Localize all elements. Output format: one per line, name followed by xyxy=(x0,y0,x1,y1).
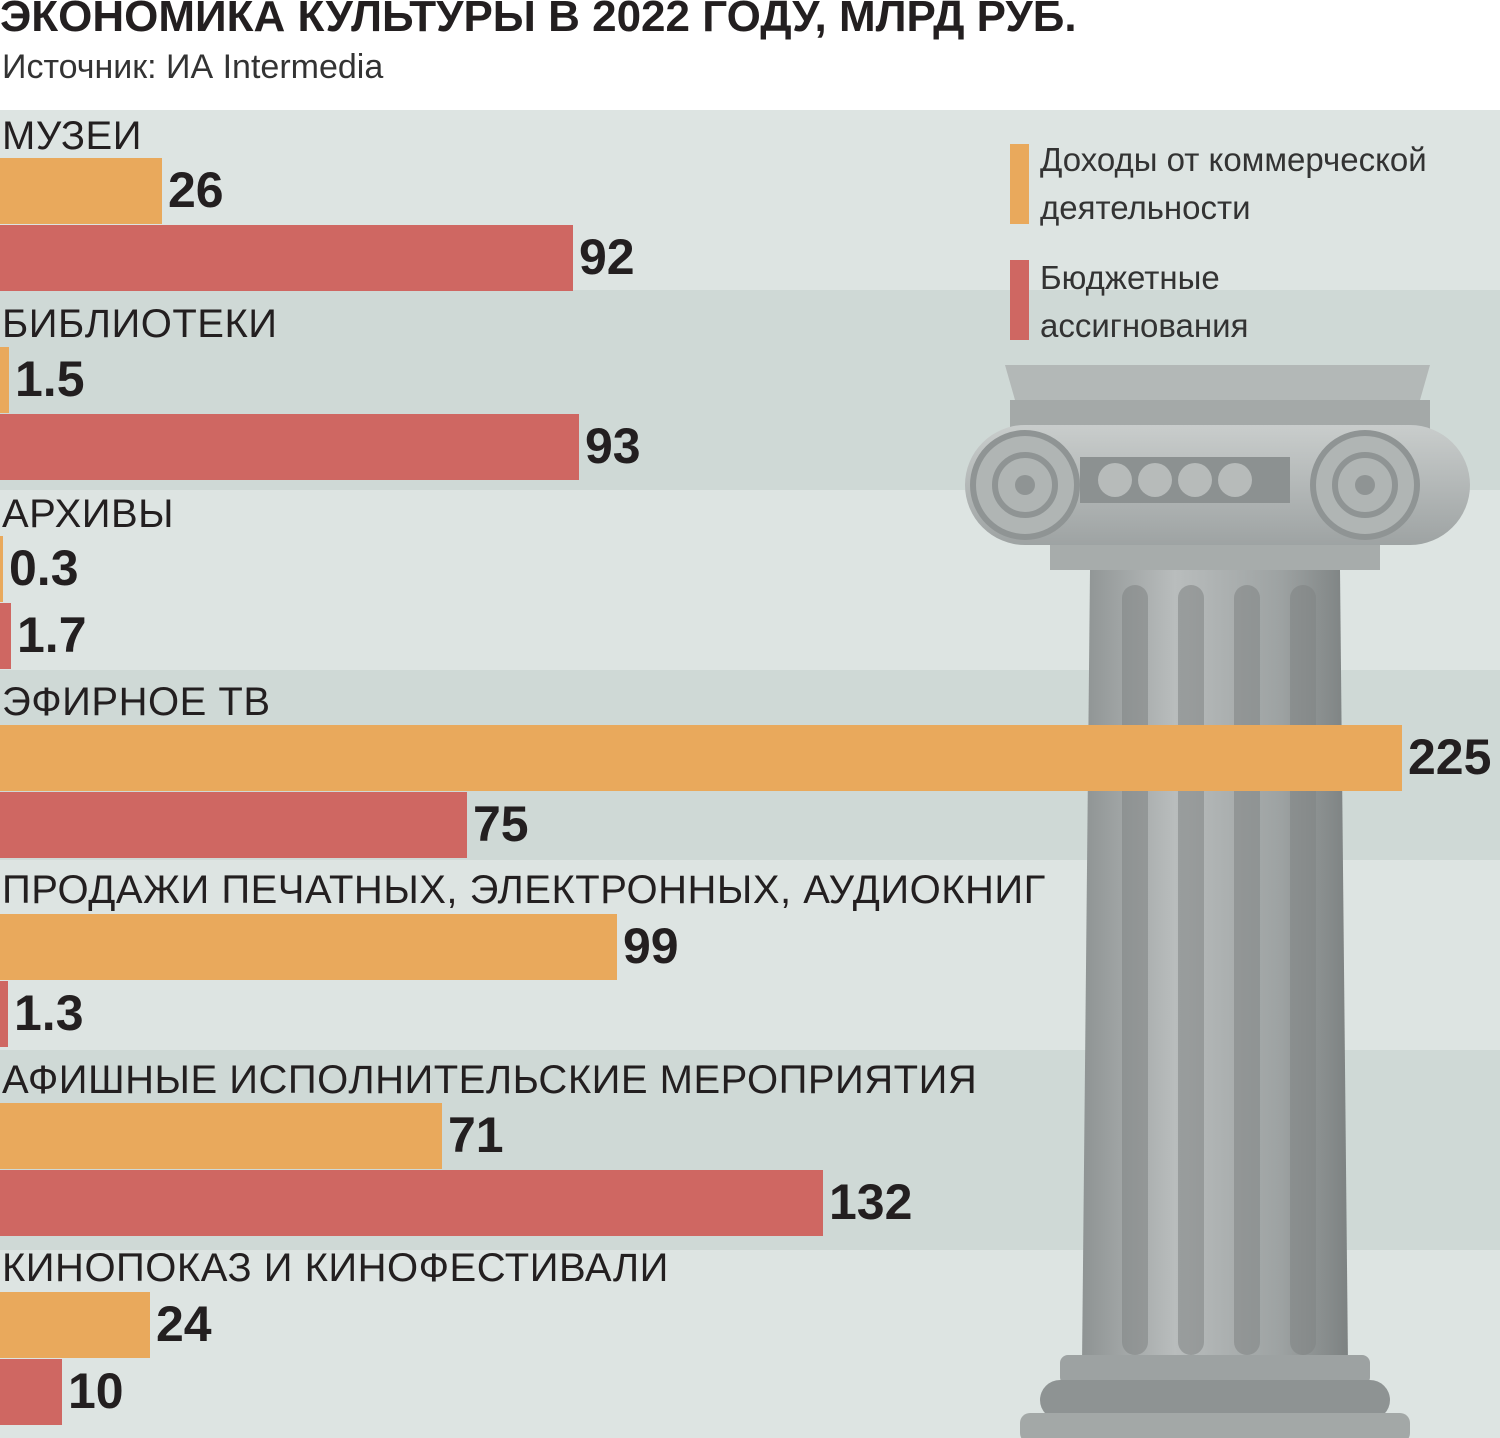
chart-source: Источник: ИА Intermedia xyxy=(2,48,384,86)
legend-swatch-commercial xyxy=(1010,144,1029,224)
bar-budget xyxy=(0,414,579,480)
bar-commercial xyxy=(0,536,3,602)
data-label: 132 xyxy=(829,1174,913,1230)
category-label: КИНОПОКАЗ И КИНОФЕСТИВАЛИ xyxy=(2,1246,669,1290)
data-label: 99 xyxy=(623,918,679,974)
data-label: 71 xyxy=(448,1107,504,1163)
data-label: 1.3 xyxy=(14,985,84,1041)
category-label: МУЗЕИ xyxy=(2,114,142,158)
bar-commercial xyxy=(0,347,9,413)
bar-budget xyxy=(0,603,11,669)
bar-commercial xyxy=(0,1103,442,1169)
bar-budget xyxy=(0,225,573,291)
category-label: ПРОДАЖИ ПЕЧАТНЫХ, ЭЛЕКТРОННЫХ, АУДИОКНИГ xyxy=(2,868,1046,912)
category-label: АРХИВЫ xyxy=(2,492,175,536)
chart-title: ЭКОНОМИКА КУЛЬТУРЫ В 2022 ГОДУ, МЛРД РУБ… xyxy=(0,0,1077,41)
legend-label-commercial: Доходы от коммерческой деятельности xyxy=(1040,141,1427,226)
data-label: 0.3 xyxy=(9,540,79,596)
category-label: АФИШНЫЕ ИСПОЛНИТЕЛЬСКИЕ МЕРОПРИЯТИЯ xyxy=(2,1058,978,1102)
category-label: БИБЛИОТЕКИ xyxy=(2,302,278,346)
category-label: ЭФИРНОЕ ТВ xyxy=(2,680,271,724)
data-label: 92 xyxy=(579,229,635,285)
bar-commercial xyxy=(0,914,617,980)
plot-area: Доходы от коммерческой деятельности Бюдж… xyxy=(0,110,1500,1438)
data-label: 1.7 xyxy=(17,607,87,663)
bar-commercial xyxy=(0,725,1402,791)
legend-swatch-budget xyxy=(1010,260,1029,340)
bar-budget xyxy=(0,792,467,858)
bar-commercial xyxy=(0,158,162,224)
data-label: 10 xyxy=(68,1363,124,1419)
bar-budget xyxy=(0,1170,823,1236)
data-label: 75 xyxy=(473,796,529,852)
data-label: 93 xyxy=(585,418,641,474)
data-label: 1.5 xyxy=(15,351,85,407)
bar-budget xyxy=(0,981,8,1047)
data-label: 24 xyxy=(156,1296,212,1352)
bar-commercial xyxy=(0,1292,150,1358)
data-label: 225 xyxy=(1408,729,1492,785)
legend-label-budget: Бюджетные ассигнования xyxy=(1040,259,1249,344)
bar-budget xyxy=(0,1359,62,1425)
data-label: 26 xyxy=(168,162,224,218)
